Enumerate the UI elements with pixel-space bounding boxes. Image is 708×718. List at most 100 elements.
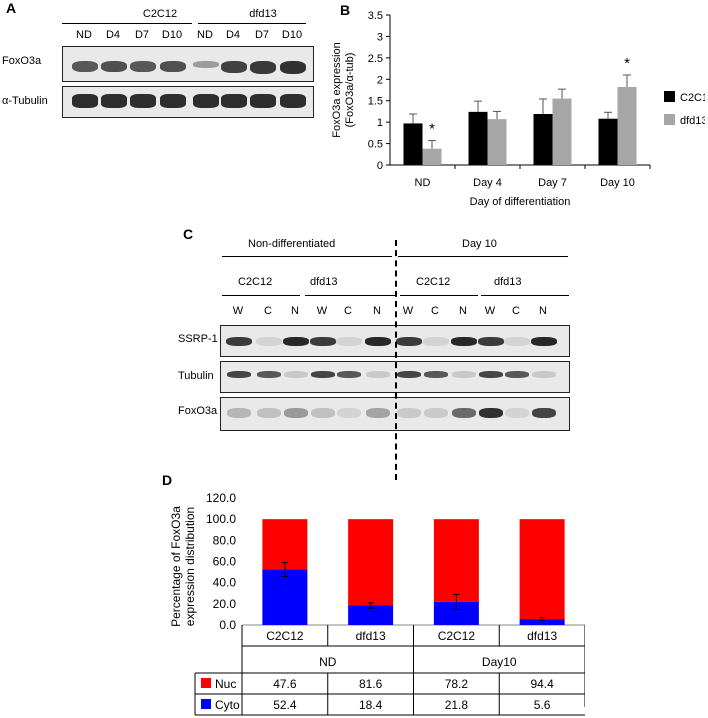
tubulin-band xyxy=(424,371,448,378)
data-value: 21.8 xyxy=(445,698,469,712)
y-tick-label: 120.0 xyxy=(206,491,236,505)
panel-a-tubulin-blot xyxy=(62,86,314,118)
ssrp1-band xyxy=(365,337,391,346)
panel-c-fraction-label: N xyxy=(539,305,547,317)
tubulin-band xyxy=(532,371,556,378)
panel-b-letter: B xyxy=(340,2,351,18)
ssrp1-band xyxy=(504,337,530,346)
panel-c-letter: C xyxy=(183,226,194,242)
legend-label: dfd13 xyxy=(680,115,705,127)
legend-label: Nuc xyxy=(215,677,236,691)
panel-a-group-line xyxy=(62,23,192,24)
tubulin-band xyxy=(250,94,276,108)
panel-a-lane-label: ND xyxy=(76,29,92,41)
data-value: 47.6 xyxy=(273,677,297,691)
tubulin-band xyxy=(366,371,390,378)
panel-a-group-label: dfd13 xyxy=(249,8,277,20)
category-label: C2C12 xyxy=(438,629,476,643)
significance-marker: * xyxy=(624,55,630,72)
bar-segment-nuc xyxy=(262,519,308,570)
panel-c-condition-line xyxy=(222,256,392,257)
tubulin-band xyxy=(257,371,281,378)
ssrp1-band xyxy=(478,337,504,346)
y-tick-label: 40.0 xyxy=(213,576,237,590)
legend-swatch xyxy=(201,699,211,709)
ssrp1-band xyxy=(283,337,309,346)
tubulin-band xyxy=(221,94,247,108)
foxo3a-band xyxy=(505,408,529,418)
bar-segment-cyto xyxy=(519,619,565,625)
foxo3a-band xyxy=(452,408,476,418)
panel-a-group-label: C2C12 xyxy=(142,8,178,20)
tubulin-band xyxy=(311,371,335,378)
bar-segment-cyto xyxy=(348,605,394,625)
y-tick-label: 2.5 xyxy=(368,53,383,65)
panel-c-divider xyxy=(395,240,397,480)
panel-c-row-label-ssrp1: SSRP-1 xyxy=(178,333,218,345)
bar-dfd13 xyxy=(487,119,507,165)
panel-a-letter: A xyxy=(6,0,17,16)
tubulin-band xyxy=(505,371,529,378)
panel-c-fraction-label: C xyxy=(344,305,352,317)
data-value: 5.6 xyxy=(534,698,551,712)
panel-c-fraction-label: N xyxy=(291,305,299,317)
bar-C2C12 xyxy=(598,118,618,165)
panel-a-lane-label: D10 xyxy=(161,29,183,41)
tubulin-band xyxy=(160,94,186,108)
category-label: C2C12 xyxy=(266,629,304,643)
bar-dfd13 xyxy=(552,98,572,165)
ssrp1-band xyxy=(531,337,557,346)
tubulin-band xyxy=(72,94,98,108)
legend-swatch xyxy=(201,678,211,688)
panel-c-fraction-label: W xyxy=(232,305,244,317)
foxo3a-band xyxy=(72,61,98,72)
panel-b-chart: 0 0.5 1 1.5 2 2.5 3 3.5 ND Day 4 Day 7 Day 10 * * Day … xyxy=(331,10,705,208)
data-value: 78.2 xyxy=(445,677,469,691)
bar-C2C12 xyxy=(468,111,488,165)
x-tick-label: Day 4 xyxy=(473,177,502,189)
panel-d-chart: 0.0 20.0 40.0 60.0 80.0 100.0 120.0 Percentage … xyxy=(169,491,585,716)
panel-a-lane-label: D4 xyxy=(225,29,241,41)
panel-c-cell-line-label: dfd13 xyxy=(310,276,338,288)
foxo3a-band xyxy=(227,408,251,418)
y-axis-title-line: Percentage of FoxO3a xyxy=(169,506,183,627)
tubulin-band xyxy=(452,371,476,378)
y-tick-label: 60.0 xyxy=(213,555,237,569)
tubulin-band xyxy=(227,371,251,378)
foxo3a-band xyxy=(532,408,556,418)
panel-c-fraction-label: W xyxy=(316,305,328,317)
panel-c-cell-line-label: C2C12 xyxy=(416,276,451,288)
panel-c-fraction-label: N xyxy=(459,305,467,317)
bar-C2C12 xyxy=(403,123,423,165)
bar-dfd13 xyxy=(422,148,442,165)
panel-a-group-line xyxy=(198,23,306,24)
y-tick-label: 2 xyxy=(377,74,383,86)
legend-swatch xyxy=(664,91,675,102)
panel-c-cell-line-line xyxy=(222,295,300,296)
y-tick-label: 100.0 xyxy=(206,512,236,526)
y-tick-label: 0.5 xyxy=(368,139,383,151)
ssrp1-band xyxy=(336,337,362,346)
foxo3a-band xyxy=(337,408,361,418)
bar-segment-cyto xyxy=(262,569,308,625)
bar-segment-cyto xyxy=(433,601,479,625)
bar-C2C12 xyxy=(533,114,553,165)
panel-a-lane-label: D7 xyxy=(134,29,150,41)
y-tick-label: 1.5 xyxy=(368,96,383,108)
foxo3a-band xyxy=(311,408,335,418)
panel-c-fraction-label: C xyxy=(431,305,439,317)
y-tick-label: 3 xyxy=(377,31,383,43)
data-value: 94.4 xyxy=(530,677,554,691)
panel-a-lane-label: ND xyxy=(197,29,213,41)
panel-c-fraction-label: N xyxy=(373,305,381,317)
panel-d-letter: D xyxy=(162,472,173,488)
panel-c-condition-label: Day 10 xyxy=(462,238,497,250)
category-label: dfd13 xyxy=(527,629,557,643)
foxo3a-band xyxy=(101,61,127,72)
foxo3a-band xyxy=(193,61,219,68)
bar-segment-nuc xyxy=(348,519,394,606)
category-label: dfd13 xyxy=(356,629,386,643)
ssrp1-band xyxy=(396,337,422,346)
foxo3a-band xyxy=(130,61,156,72)
panel-c-cell-line-line xyxy=(481,295,569,296)
